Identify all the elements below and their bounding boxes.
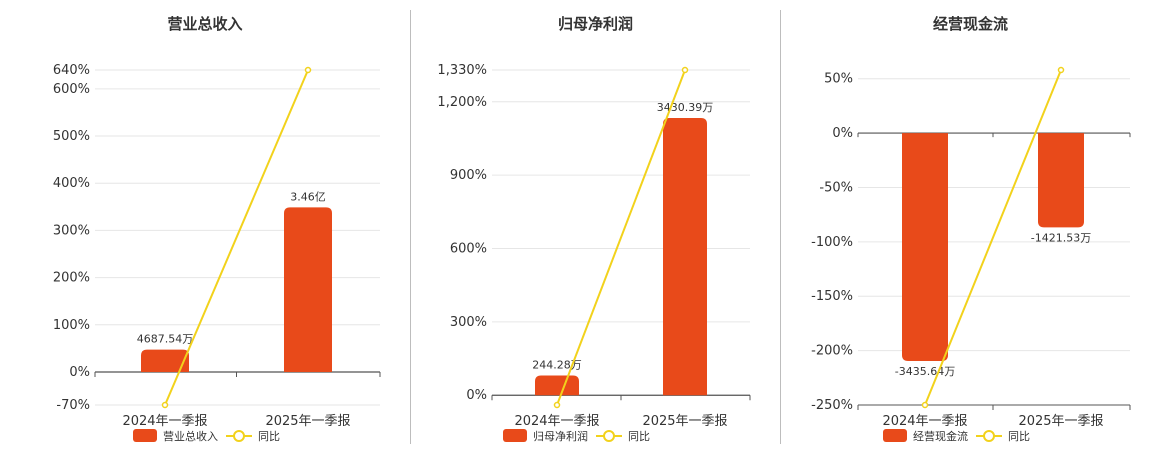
legend-bar-swatch [133,429,157,442]
y-tick-label: 640% [53,63,90,78]
x-tick-label: 2024年一季报 [514,414,599,429]
y-tick-label: -150% [811,289,853,304]
legend: 营业总收入 同比 [133,429,280,443]
legend-line-marker [983,430,995,442]
yoy-point [161,401,169,409]
legend-bar-swatch [503,429,527,442]
y-tick-label: -200% [811,344,853,359]
cash-flow-chart: -250% -200% -150% -100% -50% 0% 50% -3435.64万 -1… [811,66,1131,443]
bar [902,133,948,361]
y-tick-label: 0% [832,126,853,141]
bar-data-label: 4687.54万 [137,333,194,346]
panel-divider [410,10,411,444]
legend: 归母净利润 同比 [503,429,650,443]
y-tick-label: -100% [811,235,853,250]
legend-line-label: 同比 [258,430,280,443]
yoy-point [304,66,312,74]
x-tick-label: 2024年一季报 [882,414,967,429]
legend: 经营现金流 同比 [883,429,1030,443]
legend-bar-label: 经营现金流 [913,429,968,443]
yoy-point [1057,66,1065,74]
chart-panel-revenue: 营业总收入 -70% 0% 100% 200% 300% 400% 500% 600% 640%… [0,0,410,450]
bar [284,207,332,372]
bar [663,118,707,396]
x-tick-label: 2025年一季报 [642,414,727,429]
y-tick-label: 1,330% [437,63,487,78]
y-tick-label: -250% [811,398,853,413]
legend-bar-swatch [883,429,907,442]
y-tick-label: 600% [450,242,487,257]
panel-divider [780,10,781,444]
yoy-point [681,66,689,74]
legend-bar-label: 归母净利润 [533,429,588,443]
bar-data-label: 3430.39万 [657,101,714,114]
y-tick-label: -70% [56,398,90,413]
legend-line-marker [603,430,615,442]
x-tick-label: 2024年一季报 [122,414,207,429]
legend-line-label: 同比 [1008,430,1030,443]
y-tick-label: 100% [53,318,90,333]
chart-title: 归母净利润 [557,15,633,33]
y-tick-label: 200% [53,271,90,286]
chart-title: 营业总收入 [167,15,243,33]
y-tick-label: 50% [824,72,853,87]
yoy-line [164,69,309,406]
bar-data-label: -1421.53万 [1031,231,1091,244]
yoy-line [924,69,1062,406]
y-tick-label: 900% [450,168,487,183]
y-tick-label: -50% [819,180,853,195]
y-tick-label: 1,200% [437,95,487,110]
legend-line-marker [233,430,245,442]
bar [535,375,579,396]
legend-line-label: 同比 [628,430,650,443]
chart-panel-net-profit: 归母净利润 0% 300% 600% 900% 1,200% 1,330% 244.28万 3… [411,0,780,450]
yoy-line [556,69,686,406]
yoy-point [553,401,561,409]
y-tick-label: 0% [69,365,90,380]
chart-title: 经营现金流 [932,15,1008,33]
revenue-chart: -70% 0% 100% 200% 300% 400% 500% 600% 640% 4687.5… [53,63,381,443]
net-profit-chart: 0% 300% 600% 900% 1,200% 1,330% 244.28万 3430.39… [437,63,751,443]
bar-data-label: 244.28万 [532,358,582,371]
y-tick-label: 300% [450,315,487,330]
x-tick-label: 2025年一季报 [1018,414,1103,429]
bar [141,349,189,372]
x-tick-label: 2025年一季报 [265,414,350,429]
y-tick-label: 600% [53,82,90,97]
y-tick-label: 500% [53,129,90,144]
y-tick-label: 0% [466,388,487,403]
chart-panel-cash-flow: 经营现金流 -250% -200% -150% -100% -50% 0% 50% -3435… [781,0,1160,450]
yoy-point [921,401,929,409]
bar-data-label: 3.46亿 [290,190,326,203]
y-tick-label: 300% [53,223,90,238]
bar [1038,133,1084,228]
legend-bar-label: 营业总收入 [163,429,218,443]
y-tick-label: 400% [53,176,90,191]
bar-data-label: -3435.64万 [895,365,955,378]
